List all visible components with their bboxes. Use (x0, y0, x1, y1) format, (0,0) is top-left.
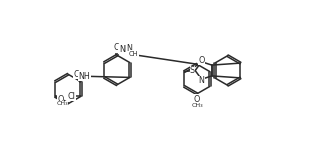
Text: N: N (198, 76, 204, 85)
Text: Cl: Cl (67, 92, 75, 101)
Text: O: O (73, 70, 80, 79)
Text: S: S (190, 66, 195, 75)
Text: NH: NH (79, 72, 90, 81)
Text: NH: NH (119, 45, 131, 54)
Text: CH: CH (129, 51, 139, 57)
Text: O: O (114, 43, 120, 52)
Text: CH₃: CH₃ (191, 103, 203, 108)
Text: O: O (57, 95, 64, 104)
Text: O: O (198, 56, 205, 65)
Text: CH₃: CH₃ (56, 101, 68, 106)
Text: N: N (126, 44, 132, 53)
Text: O: O (194, 95, 200, 104)
